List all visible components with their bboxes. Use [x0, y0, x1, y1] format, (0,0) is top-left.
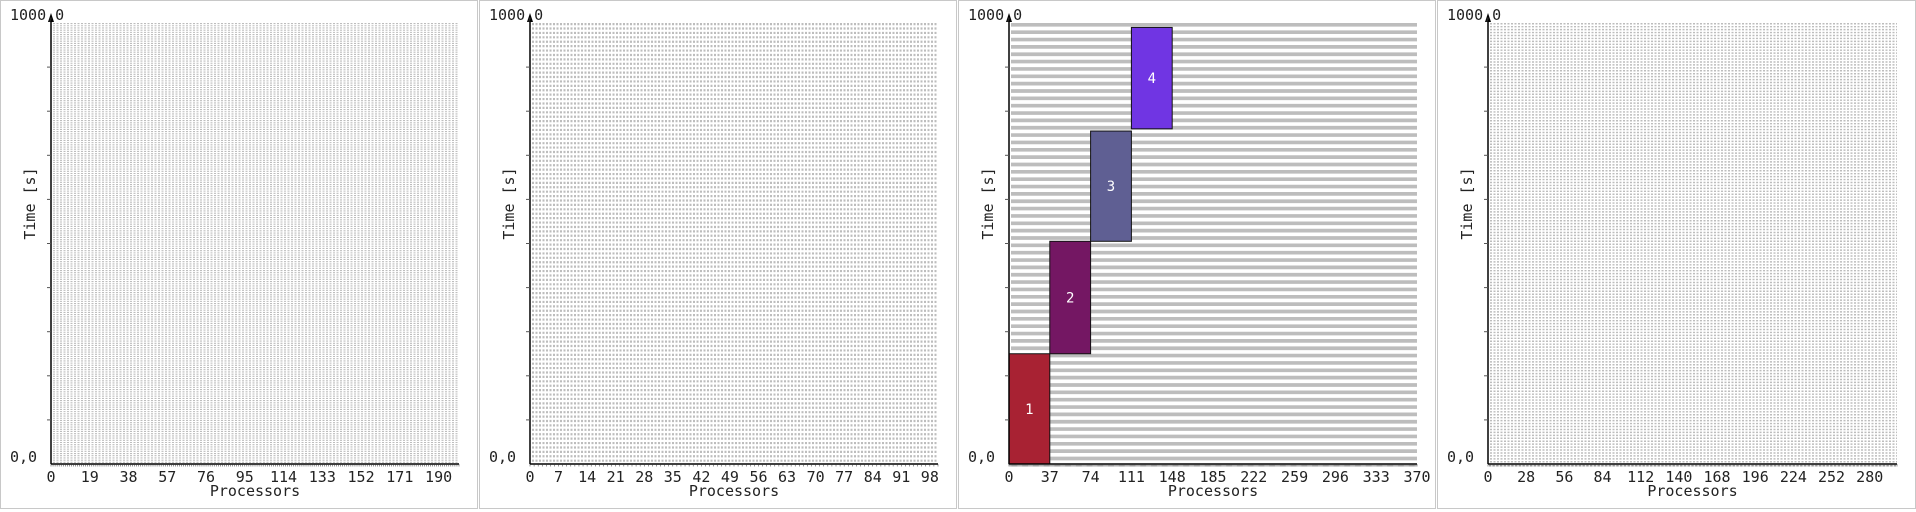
x-axis-title: Processors — [1647, 482, 1737, 500]
x-tick-label: 57 — [158, 468, 176, 486]
x-tick-label: 152 — [348, 468, 375, 486]
x-tick-label: 98 — [921, 468, 939, 486]
chart-panel-3: 1 2 3 4 0 37 74 111 148 185 222 259 296 333 370 0,0 1000… — [958, 0, 1436, 509]
job-block — [1090, 130, 1132, 242]
x-axis-title: Processors — [689, 482, 779, 500]
x-tick-label: 259 — [1281, 468, 1308, 486]
x-tick-label: 37 — [1041, 468, 1059, 486]
job-block — [1049, 240, 1092, 355]
y-tick-label: 0,0 — [10, 448, 37, 466]
x-tick-label: 14 — [578, 468, 596, 486]
x-tick-label: 0 — [1483, 468, 1492, 486]
chart-panel-2: 0 7 14 21 28 35 42 49 56 63 70 77 84 91 98 0,0 1000,0 Pro… — [479, 0, 957, 509]
y-tick-label: 1000,0 — [10, 6, 64, 24]
y-axis-title: Time [s] — [979, 167, 997, 239]
y-tick-label: 0,0 — [968, 448, 995, 466]
job-label: 3 — [1107, 179, 1115, 195]
job-block — [1130, 26, 1173, 130]
x-tick-label: 35 — [664, 468, 682, 486]
x-tick-label: 133 — [309, 468, 336, 486]
x-tick-label: 7 — [554, 468, 563, 486]
x-tick-label: 91 — [892, 468, 910, 486]
job-label: 1 — [1025, 402, 1033, 418]
y-tick-label: 0,0 — [1447, 448, 1474, 466]
chart-panel-1: 0 19 38 57 76 95 114 133 152 171 190 0,0 1000,0 Proce… — [0, 0, 478, 509]
x-tick-label: 168 — [1703, 468, 1730, 486]
x-tick-label: 114 — [270, 468, 297, 486]
x-tick-label: 19 — [81, 468, 99, 486]
y-tick-label: 1000,0 — [968, 6, 1022, 24]
y-axis-title: Time [s] — [500, 167, 518, 239]
gantt-chart-4: 0 28 56 84 112 140 168 196 224 252 280 0,0 1000,0 Pro… — [1447, 6, 1898, 500]
x-tick-label: 112 — [1627, 468, 1654, 486]
x-tick-label: 190 — [425, 468, 452, 486]
x-tick-label: 222 — [1240, 468, 1267, 486]
x-tick-label: 370 — [1403, 468, 1430, 486]
x-tick-label: 280 — [1856, 468, 1883, 486]
y-axis-arrow — [1485, 13, 1491, 22]
grid-stripes — [53, 23, 459, 463]
x-tick-label: 74 — [1082, 468, 1100, 486]
x-tick-label: 95 — [236, 468, 254, 486]
y-axis-title: Time [s] — [21, 167, 39, 239]
x-tick-label: 171 — [386, 468, 413, 486]
job-label: 4 — [1148, 71, 1156, 87]
x-tick-label: 28 — [1517, 468, 1535, 486]
x-tick-label: 28 — [635, 468, 653, 486]
grid-stripes — [532, 23, 938, 462]
x-tick-label: 38 — [119, 468, 137, 486]
y-axis-arrow — [48, 13, 54, 22]
gantt-chart-3: 1 2 3 4 0 37 74 111 148 185 222 259 296 333 370 0,0 1000… — [968, 6, 1431, 500]
y-axis-title: Time [s] — [1458, 167, 1476, 239]
x-tick-label: 84 — [1593, 468, 1611, 486]
x-tick-label: 0 — [46, 468, 55, 486]
x-tick-label: 185 — [1199, 468, 1226, 486]
x-tick-label: 63 — [778, 468, 796, 486]
x-axis-title: Processors — [1168, 482, 1258, 500]
x-tick-label: 56 — [1555, 468, 1573, 486]
x-tick-label: 296 — [1322, 468, 1349, 486]
y-tick-label: 0,0 — [489, 448, 516, 466]
x-tick-label: 77 — [835, 468, 853, 486]
x-tick-label: 76 — [197, 468, 215, 486]
x-tick-label: 0 — [1004, 468, 1013, 486]
x-tick-label: 0 — [525, 468, 534, 486]
x-tick-label: 42 — [692, 468, 710, 486]
y-axis-arrow — [1006, 13, 1012, 22]
grid-stripes — [1490, 23, 1897, 463]
x-tick-label: 196 — [1742, 468, 1769, 486]
x-tick-label: 49 — [721, 468, 739, 486]
x-tick-label: 252 — [1818, 468, 1845, 486]
x-tick-label: 21 — [607, 468, 625, 486]
x-tick-label: 70 — [807, 468, 825, 486]
x-tick-label: 84 — [864, 468, 882, 486]
x-tick-label: 140 — [1665, 468, 1692, 486]
grid-stripes — [1011, 22, 1417, 461]
chart-panel-4: 0 28 56 84 112 140 168 196 224 252 280 0,0 1000,0 Pro… — [1437, 0, 1916, 509]
y-tick-label: 1000,0 — [489, 6, 543, 24]
gantt-chart-2: 0 7 14 21 28 35 42 49 56 63 70 77 84 91 98 0,0 1000,0 Pro… — [489, 6, 939, 500]
job-label: 2 — [1066, 291, 1074, 307]
x-tick-label: 148 — [1159, 468, 1186, 486]
y-axis-arrow — [527, 13, 533, 22]
x-axis-title: Processors — [210, 482, 300, 500]
job-block — [1008, 353, 1051, 465]
x-tick-label: 56 — [749, 468, 767, 486]
x-tick-label: 333 — [1363, 468, 1390, 486]
gantt-chart-1: 0 19 38 57 76 95 114 133 152 171 190 0,0 1000,0 Proce… — [10, 6, 460, 500]
y-tick-label: 1000,0 — [1447, 6, 1501, 24]
x-tick-label: 111 — [1118, 468, 1145, 486]
x-tick-label: 224 — [1780, 468, 1807, 486]
